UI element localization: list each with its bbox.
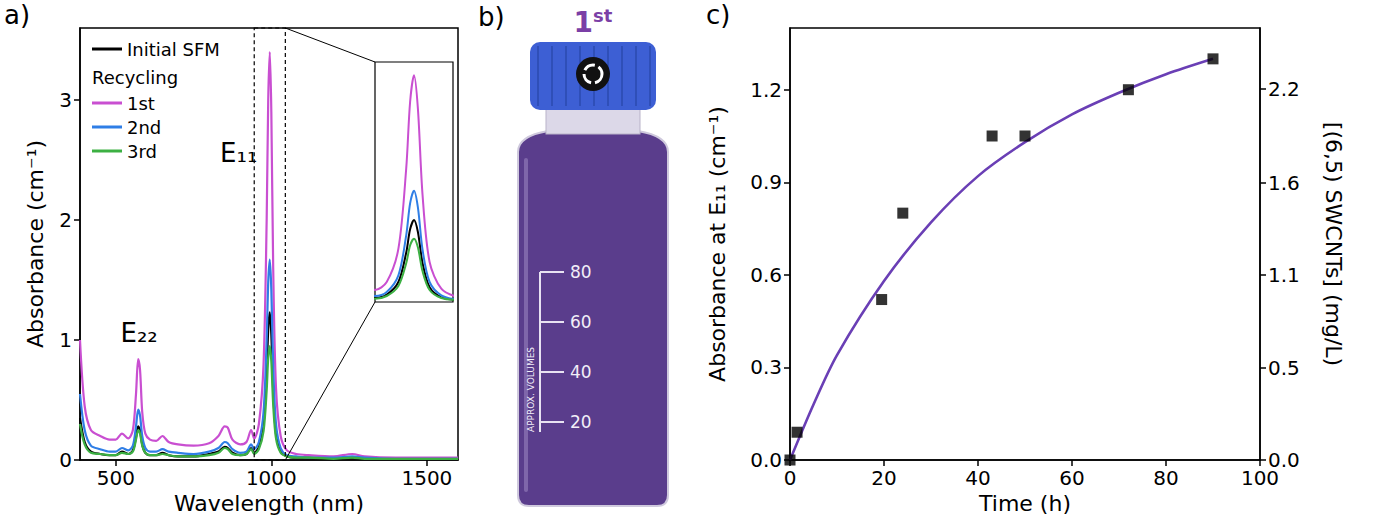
svg-text:80: 80 [570,262,592,282]
svg-text:a): a) [4,0,30,30]
svg-text:[(6,5) SWCNTs] (mg/L): [(6,5) SWCNTs] (mg/L) [1321,122,1346,366]
svg-text:80: 80 [1153,466,1178,490]
svg-text:Recycling: Recycling [92,67,178,88]
svg-text:60: 60 [570,312,592,332]
svg-text:APPROX. VOLUMES: APPROX. VOLUMES [526,347,536,432]
svg-text:2nd: 2nd [127,117,161,138]
svg-text:Absorbance at E₁₁ (cm⁻¹): Absorbance at E₁₁ (cm⁻¹) [705,106,730,382]
svg-text:1st: 1st [574,5,613,39]
svg-text:0.5: 0.5 [1268,356,1300,380]
svg-text:E₁₁: E₁₁ [220,138,257,168]
svg-text:0.0: 0.0 [750,448,782,472]
svg-text:40: 40 [965,466,990,490]
svg-text:500: 500 [97,466,135,490]
svg-text:Wavelength (nm): Wavelength (nm) [174,491,364,516]
svg-text:0.0: 0.0 [1268,448,1300,472]
svg-text:1.2: 1.2 [750,78,782,102]
svg-text:0: 0 [59,448,72,472]
svg-text:20: 20 [570,412,592,432]
svg-text:40: 40 [570,362,592,382]
svg-text:1000: 1000 [246,466,297,490]
svg-text:1.6: 1.6 [1268,171,1300,195]
svg-text:2.2: 2.2 [1268,77,1300,101]
svg-text:0.9: 0.9 [750,170,782,194]
svg-text:60: 60 [1059,466,1084,490]
svg-text:1500: 1500 [401,466,452,490]
svg-text:100: 100 [1241,466,1279,490]
svg-text:20: 20 [871,466,896,490]
svg-text:3rd: 3rd [127,141,157,162]
svg-text:b): b) [478,2,505,32]
svg-text:0: 0 [784,466,797,490]
svg-text:0.3: 0.3 [750,355,782,379]
svg-text:2: 2 [59,208,72,232]
svg-text:Initial SFM: Initial SFM [127,39,220,60]
svg-text:Absorbance (cm⁻¹): Absorbance (cm⁻¹) [23,140,48,348]
svg-text:E₂₂: E₂₂ [120,318,157,348]
svg-text:1.1: 1.1 [1268,263,1300,287]
svg-text:1st: 1st [127,93,155,114]
svg-text:c): c) [706,0,730,30]
svg-text:Time (h): Time (h) [978,491,1071,516]
svg-text:0.6: 0.6 [750,263,782,287]
svg-text:1: 1 [59,328,72,352]
svg-text:3: 3 [59,88,72,112]
